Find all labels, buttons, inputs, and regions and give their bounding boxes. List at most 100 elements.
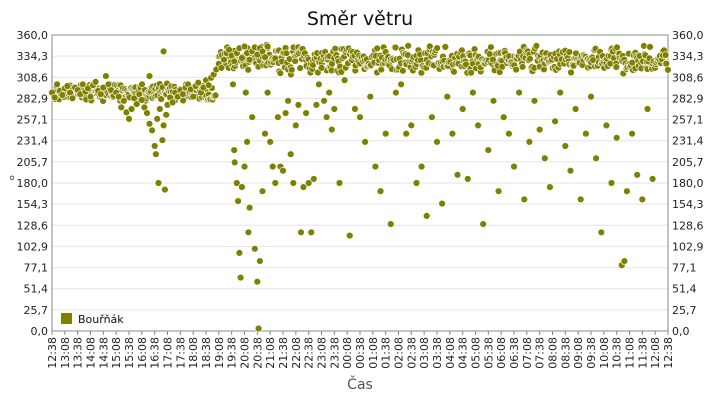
- data-point: [138, 96, 146, 104]
- x-tick-label: 15:08: [110, 337, 123, 369]
- gridlines: [52, 34, 668, 332]
- data-point: [494, 187, 503, 195]
- y-tick-label-right: 77,1: [672, 262, 697, 275]
- data-point: [392, 88, 400, 97]
- x-tick-label: 04:38: [457, 337, 470, 369]
- x-tick-label: 08:38: [559, 337, 572, 369]
- x-tick-label: 06:38: [508, 337, 521, 369]
- data-point: [597, 228, 605, 237]
- data-point: [152, 150, 160, 158]
- data-point: [151, 142, 159, 150]
- data-point: [154, 179, 163, 187]
- data-point: [114, 92, 123, 101]
- data-point: [470, 45, 479, 53]
- data-point: [489, 97, 498, 105]
- data-point: [120, 97, 128, 105]
- data-point: [399, 67, 407, 75]
- data-point: [602, 121, 611, 130]
- y-tick-label: 231,4: [17, 135, 49, 148]
- data-point: [86, 92, 95, 101]
- data-point: [261, 53, 269, 61]
- data-point: [158, 136, 167, 144]
- data-point: [546, 183, 554, 191]
- data-point: [404, 42, 412, 50]
- data-point: [535, 125, 544, 134]
- data-point: [443, 92, 451, 101]
- data-point: [244, 66, 252, 74]
- data-point: [628, 130, 636, 138]
- data-point: [53, 80, 61, 89]
- y-tick-label: 154,3: [17, 198, 49, 211]
- data-point: [289, 179, 297, 187]
- legend-swatch: [61, 313, 72, 324]
- x-tick-label: 15:38: [123, 337, 136, 369]
- y-tick-label-right: 205,7: [672, 156, 704, 169]
- data-point: [236, 273, 245, 282]
- data-point: [248, 113, 256, 121]
- data-point: [498, 63, 506, 71]
- data-point: [448, 130, 457, 138]
- data-point: [335, 179, 344, 187]
- x-tick-label: 06:08: [495, 337, 508, 369]
- x-tick-label: 04:08: [444, 337, 457, 369]
- x-tick-label: 02:08: [393, 337, 406, 369]
- data-point: [263, 88, 272, 97]
- data-point: [231, 158, 239, 167]
- y-tick-label-right: 51,4: [672, 283, 697, 296]
- data-point: [296, 64, 304, 72]
- data-point: [211, 91, 220, 100]
- data-point: [287, 150, 295, 158]
- data-point: [261, 130, 269, 138]
- y-tick-label: 334,3: [17, 50, 49, 63]
- data-point: [376, 187, 385, 195]
- data-point: [638, 195, 646, 204]
- data-point: [233, 179, 241, 187]
- x-tick-label: 00:08: [341, 337, 354, 369]
- y-tick-label-right: 128,6: [672, 219, 704, 232]
- data-point: [356, 113, 364, 121]
- data-point: [288, 66, 296, 74]
- data-point: [361, 138, 369, 146]
- data-point: [330, 105, 338, 113]
- data-point: [479, 220, 487, 228]
- data-point: [156, 105, 164, 113]
- data-point: [391, 43, 400, 52]
- data-point: [320, 97, 328, 105]
- y-tick-label: 25,7: [24, 304, 49, 317]
- y-tick-label-right: 308,6: [672, 71, 704, 84]
- data-point: [525, 138, 534, 146]
- x-tick-label: 09:38: [585, 337, 598, 369]
- data-point: [397, 80, 405, 89]
- data-point: [520, 195, 528, 204]
- data-point: [459, 105, 467, 113]
- y-axis-label: °: [9, 174, 16, 190]
- data-point: [613, 43, 621, 51]
- data-point: [526, 55, 534, 63]
- y-axis-right: 0,0 25,7 51,4 77,1 102,9 128,6 154,3 180,0 205,7…: [672, 29, 704, 338]
- x-tick-label: 01:38: [380, 337, 393, 369]
- data-point: [532, 42, 541, 50]
- data-point: [244, 228, 253, 237]
- x-tick-label: 20:08: [239, 337, 252, 369]
- data-point: [68, 94, 77, 103]
- legend-label: Bouřňák: [78, 313, 124, 326]
- x-tick-label: 22:38: [303, 337, 316, 369]
- x-tick-label: 14:38: [97, 337, 110, 369]
- data-point: [551, 117, 559, 126]
- data-point: [512, 65, 520, 74]
- data-point: [297, 228, 305, 237]
- data-point: [366, 92, 374, 101]
- data-point: [220, 55, 228, 64]
- data-point: [592, 154, 600, 163]
- data-point: [168, 98, 177, 107]
- data-point: [433, 44, 441, 52]
- data-point: [271, 179, 279, 187]
- y-tick-label-right: 0,0: [672, 325, 690, 338]
- x-tick-label: 01:08: [367, 337, 380, 369]
- data-point: [510, 162, 518, 171]
- data-point: [279, 167, 287, 175]
- y-tick-label: 308,6: [17, 71, 49, 84]
- data-point: [240, 42, 249, 51]
- data-point: [325, 88, 333, 97]
